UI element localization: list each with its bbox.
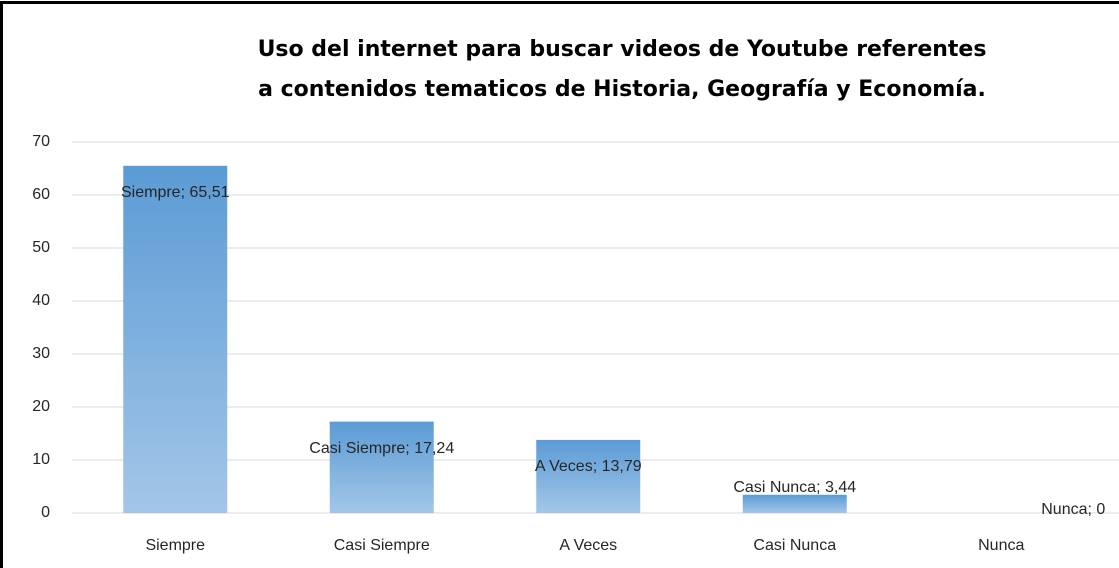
data-label: Casi Nunca; 3,44	[733, 479, 856, 496]
bar	[536, 439, 641, 513]
y-tick-label: 40	[32, 292, 50, 309]
y-tick-label: 30	[32, 345, 50, 362]
y-tick-label: 60	[32, 186, 50, 203]
x-tick-label: Casi Siempre	[334, 537, 430, 554]
y-tick-label: 50	[32, 239, 50, 256]
y-tick-label: 0	[41, 504, 50, 521]
x-tick-label: Siempre	[145, 537, 205, 554]
y-tick-label: 70	[32, 133, 50, 150]
chart-title: a contenidos tematicos de Historia, Geog…	[258, 77, 986, 102]
bar	[123, 165, 228, 513]
data-label: A Veces; 13,79	[535, 458, 642, 475]
x-tick-label: Casi Nunca	[753, 537, 836, 554]
data-label: Nunca; 0	[1041, 501, 1105, 518]
x-tick-label: A Veces	[559, 537, 617, 554]
bar	[742, 494, 847, 513]
bar	[329, 421, 434, 513]
y-tick-label: 20	[32, 398, 50, 415]
data-label: Siempre; 65,51	[121, 184, 230, 201]
chart-title: Uso del internet para buscar videos de Y…	[258, 37, 987, 62]
data-label: Casi Siempre; 17,24	[309, 440, 454, 457]
x-tick-label: Nunca	[978, 537, 1024, 554]
y-tick-label: 10	[32, 451, 50, 468]
